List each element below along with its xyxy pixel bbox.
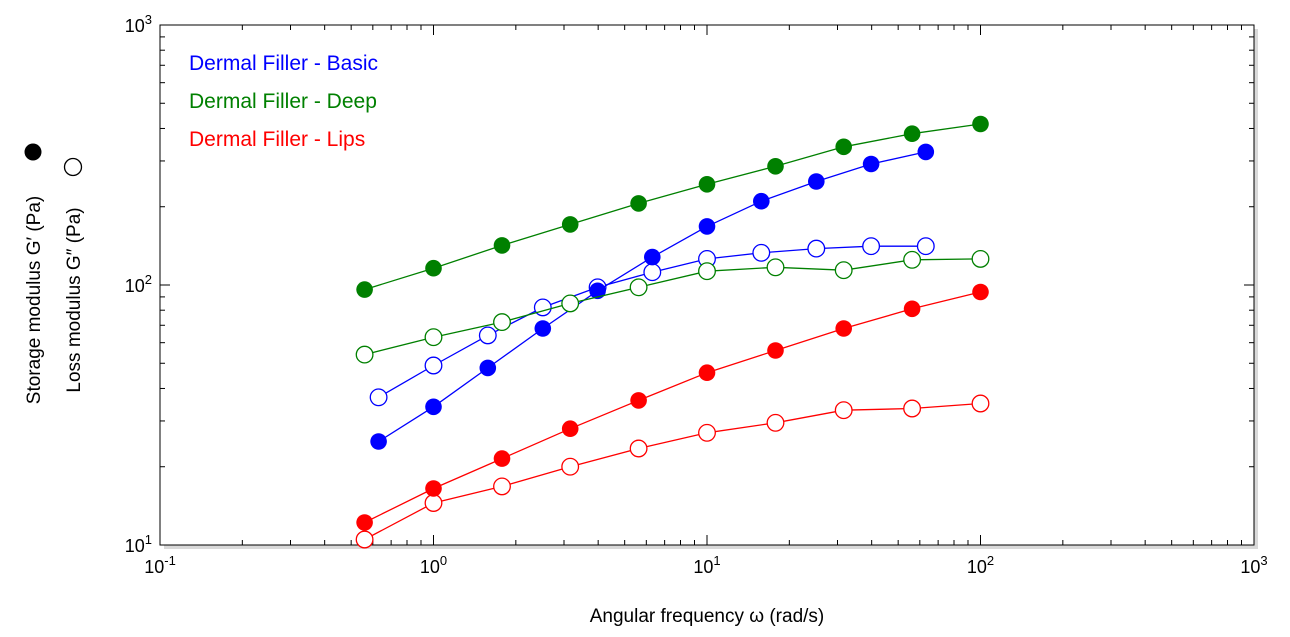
data-point-loss	[752, 243, 771, 262]
data-point-loss	[533, 298, 552, 317]
data-point-loss	[903, 399, 922, 418]
data-point-loss	[561, 294, 580, 313]
x-axis-title: Angular frequency ω (rad/s)	[590, 606, 825, 627]
legend: Dermal Filler - Basic Dermal Filler - Dee…	[189, 52, 378, 151]
data-point-loss	[971, 249, 990, 268]
y-axis-title-storage: Storage modulus G′ (Pa)	[24, 143, 45, 404]
data-point-storage	[903, 125, 921, 142]
data-point-storage	[589, 282, 606, 300]
data-point-storage	[493, 237, 511, 254]
plot-frame-group	[159, 24, 1258, 549]
storage-symbol-filled	[24, 143, 42, 161]
data-point-storage	[561, 420, 579, 438]
data-point-storage	[917, 143, 935, 161]
data-point-storage	[972, 115, 989, 133]
data-point-storage	[698, 364, 716, 382]
data-point-loss	[903, 250, 922, 269]
x-tick-label: 10-1	[144, 553, 176, 577]
loss-symbol-open	[63, 157, 83, 177]
data-point-storage	[425, 398, 442, 416]
data-point-loss	[807, 239, 826, 258]
data-point-storage	[561, 216, 579, 233]
plot-area	[159, 24, 1255, 546]
series-line-loss	[364, 258, 981, 356]
data-point-loss	[766, 258, 785, 277]
data-point-loss	[629, 278, 648, 297]
data-point-loss	[834, 261, 853, 280]
data-point-storage	[698, 218, 716, 235]
data-point-storage	[767, 158, 784, 175]
data-point-loss	[424, 328, 443, 347]
data-point-storage	[644, 248, 661, 266]
data-point-loss	[698, 262, 716, 281]
data-point-storage	[425, 259, 442, 277]
legend-entry: Dermal Filler - Basic	[189, 52, 378, 75]
data-point-storage	[767, 342, 784, 359]
data-point-loss	[698, 423, 716, 442]
y-tick-label: 101	[125, 532, 152, 556]
data-point-storage	[753, 192, 770, 210]
data-point-storage	[534, 320, 552, 337]
data-point-storage	[903, 300, 921, 318]
data-point-loss	[766, 413, 785, 432]
data-point-loss	[369, 388, 388, 407]
data-point-loss	[643, 263, 662, 282]
series-line-loss	[364, 402, 981, 541]
data-point-loss	[971, 394, 990, 413]
x-tick-label: 102	[967, 553, 994, 577]
data-point-storage	[808, 173, 825, 190]
data-point-loss	[629, 439, 648, 458]
y-tick-label: 102	[125, 272, 152, 296]
data-point-loss	[834, 401, 853, 420]
data-point-storage	[356, 514, 373, 531]
data-point-loss	[493, 477, 511, 496]
y-axis-title-storage-text: Storage modulus G′ (Pa)	[24, 196, 45, 404]
data-point-storage	[493, 450, 511, 467]
legend-entry: Dermal Filler - Lips	[189, 128, 365, 151]
data-point-storage	[972, 283, 989, 301]
y-tick-label: 103	[125, 12, 152, 36]
data-point-loss	[493, 313, 511, 332]
data-point-storage	[425, 480, 442, 497]
legend-entry: Dermal Filler - Deep	[189, 90, 377, 113]
data-point-storage	[862, 155, 880, 173]
data-point-storage	[479, 359, 497, 377]
data-point-loss	[424, 356, 443, 375]
data-point-loss	[916, 237, 935, 256]
series-line-storage	[364, 291, 981, 524]
data-point-loss	[355, 530, 374, 549]
data-point-loss	[478, 326, 497, 345]
data-point-storage	[630, 195, 647, 212]
data-point-storage	[698, 176, 716, 193]
data-point-storage	[356, 281, 373, 298]
data-point-storage	[630, 392, 647, 409]
data-point-loss	[355, 345, 374, 364]
data-point-loss	[561, 457, 580, 476]
data-point-storage	[835, 138, 852, 156]
y-axis-title-loss: Loss modulus G″ (Pa)	[63, 157, 85, 393]
series-layer	[355, 115, 990, 549]
data-point-storage	[835, 320, 852, 337]
x-tick-label: 101	[693, 553, 720, 577]
data-point-storage	[370, 433, 387, 450]
data-point-loss	[862, 237, 881, 256]
x-tick-label: 100	[420, 553, 447, 577]
axes: 10-1 100 101 102 103 101 102 103	[125, 12, 1268, 577]
data-point-loss	[424, 494, 443, 512]
x-tick-label: 103	[1240, 553, 1267, 577]
series-line-storage	[364, 123, 981, 291]
y-axis-title-loss-text: Loss modulus G″ (Pa)	[64, 207, 85, 392]
